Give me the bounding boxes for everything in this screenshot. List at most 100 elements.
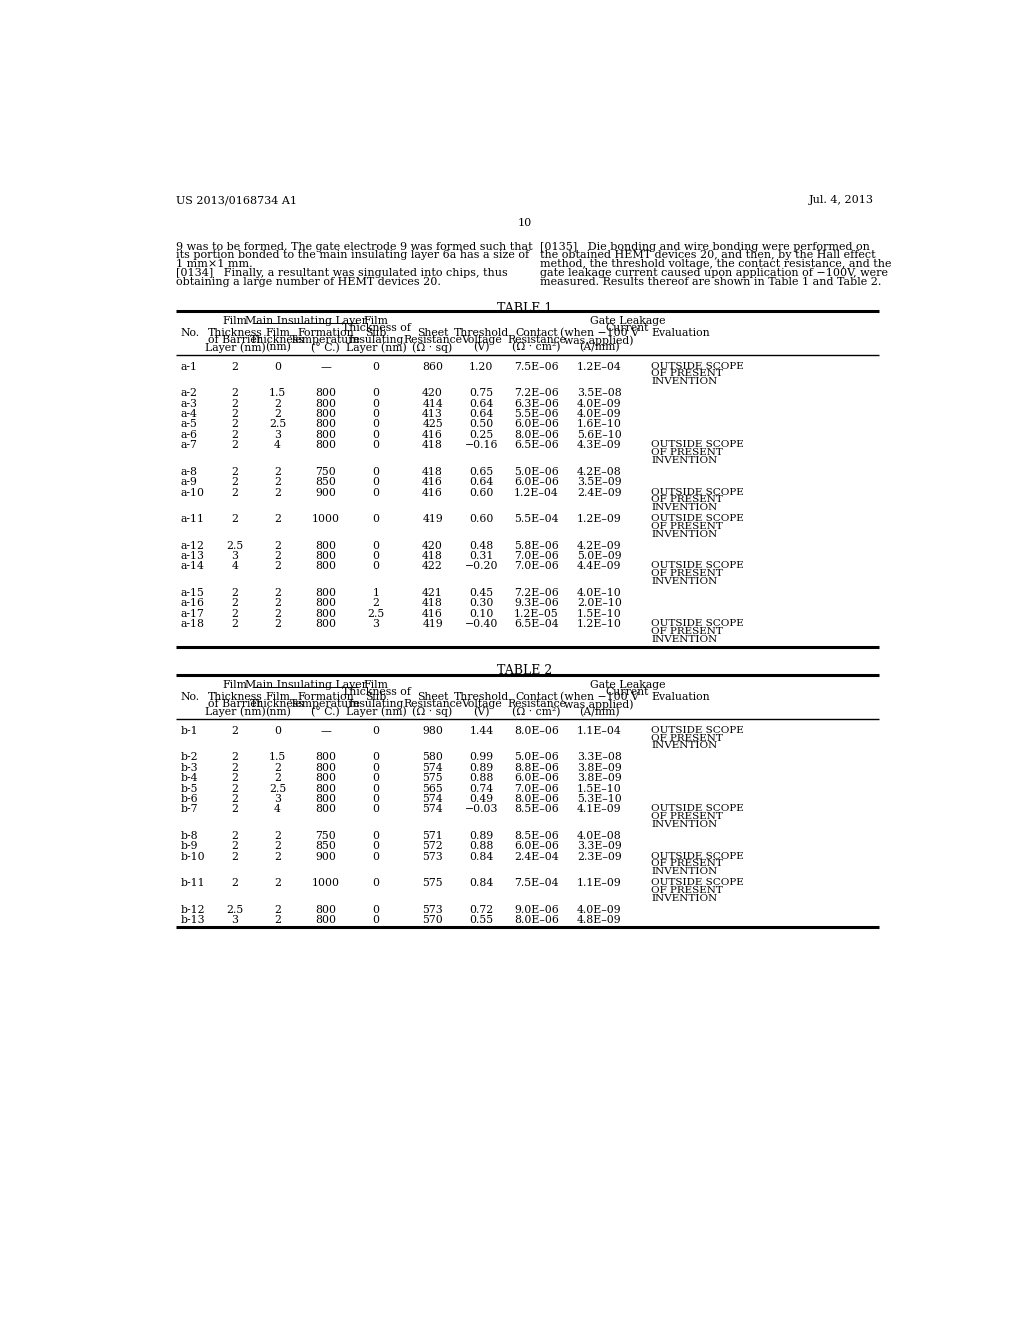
Text: 1 mm×1 mm.: 1 mm×1 mm. <box>176 259 253 269</box>
Text: a-4: a-4 <box>180 409 198 418</box>
Text: 2: 2 <box>231 784 239 793</box>
Text: 574: 574 <box>422 795 443 804</box>
Text: Resistance: Resistance <box>403 700 462 709</box>
Text: 0.84: 0.84 <box>469 851 494 862</box>
Text: 0.30: 0.30 <box>469 598 494 609</box>
Text: Evaluation: Evaluation <box>651 692 710 702</box>
Text: INVENTION: INVENTION <box>651 635 718 644</box>
Text: 575: 575 <box>422 878 443 888</box>
Text: 5.5E–06: 5.5E–06 <box>514 409 559 418</box>
Text: 6.0E–06: 6.0E–06 <box>514 478 559 487</box>
Text: 860: 860 <box>422 362 443 372</box>
Text: Resistance: Resistance <box>507 700 566 709</box>
Text: a-17: a-17 <box>180 609 205 619</box>
Text: OUTSIDE SCOPE: OUTSIDE SCOPE <box>651 726 743 735</box>
Text: (Ω · sq): (Ω · sq) <box>413 706 453 717</box>
Text: OF PRESENT: OF PRESENT <box>651 370 723 379</box>
Text: (° C.): (° C.) <box>311 706 340 717</box>
Text: 2.4E–04: 2.4E–04 <box>514 851 559 862</box>
Text: 573: 573 <box>422 906 443 915</box>
Text: Thickness: Thickness <box>250 335 305 345</box>
Text: a-18: a-18 <box>180 619 205 630</box>
Text: Thickness of: Thickness of <box>342 688 411 697</box>
Text: 0.99: 0.99 <box>469 752 494 763</box>
Text: 420: 420 <box>422 541 443 550</box>
Text: 0: 0 <box>373 763 380 772</box>
Text: 0: 0 <box>373 906 380 915</box>
Text: Voltage: Voltage <box>461 335 502 345</box>
Text: 2: 2 <box>231 598 239 609</box>
Text: 0.64: 0.64 <box>469 399 494 409</box>
Text: 4.3E–09: 4.3E–09 <box>577 441 622 450</box>
Text: 4.2E–08: 4.2E–08 <box>577 467 622 477</box>
Text: 2.4E–09: 2.4E–09 <box>577 487 622 498</box>
Text: 0: 0 <box>373 362 380 372</box>
Text: 7.0E–06: 7.0E–06 <box>514 784 559 793</box>
Text: 0.49: 0.49 <box>469 795 494 804</box>
Text: 0: 0 <box>373 478 380 487</box>
Text: 2: 2 <box>231 430 239 440</box>
Text: 416: 416 <box>422 478 443 487</box>
Text: 2: 2 <box>231 841 239 851</box>
Text: 7.2E–06: 7.2E–06 <box>514 388 559 399</box>
Text: 2: 2 <box>231 726 239 735</box>
Text: Film: Film <box>222 317 248 326</box>
Text: Temperature: Temperature <box>290 700 361 709</box>
Text: 0.88: 0.88 <box>469 774 494 783</box>
Text: (V): (V) <box>473 706 489 717</box>
Text: 0.64: 0.64 <box>469 478 494 487</box>
Text: 2: 2 <box>274 609 281 619</box>
Text: −0.40: −0.40 <box>465 619 498 630</box>
Text: 750: 750 <box>315 832 336 841</box>
Text: 3.3E–08: 3.3E–08 <box>577 752 622 763</box>
Text: 2: 2 <box>274 915 281 925</box>
Text: 5.0E–06: 5.0E–06 <box>514 752 559 763</box>
Text: 0.88: 0.88 <box>469 841 494 851</box>
Text: b-2: b-2 <box>180 752 199 763</box>
Text: 7.5E–06: 7.5E–06 <box>514 362 559 372</box>
Text: (A/mm): (A/mm) <box>579 706 620 717</box>
Text: 3.5E–09: 3.5E–09 <box>577 478 622 487</box>
Text: 5.5E–04: 5.5E–04 <box>514 515 559 524</box>
Text: 2: 2 <box>231 774 239 783</box>
Text: its portion bonded to the main insulating layer 6a has a size of: its portion bonded to the main insulatin… <box>176 251 529 260</box>
Text: Current: Current <box>606 323 649 333</box>
Text: 6.0E–06: 6.0E–06 <box>514 841 559 851</box>
Text: 4: 4 <box>274 441 281 450</box>
Text: 800: 800 <box>315 784 336 793</box>
Text: Thickness: Thickness <box>208 692 262 702</box>
Text: 1000: 1000 <box>311 515 340 524</box>
Text: 0: 0 <box>373 515 380 524</box>
Text: 4.0E–09: 4.0E–09 <box>577 409 622 418</box>
Text: OUTSIDE SCOPE: OUTSIDE SCOPE <box>651 851 743 861</box>
Text: 2: 2 <box>231 487 239 498</box>
Text: a-1: a-1 <box>180 362 198 372</box>
Text: Resistance: Resistance <box>403 335 462 345</box>
Text: 0: 0 <box>373 915 380 925</box>
Text: Voltage: Voltage <box>461 700 502 709</box>
Text: a-11: a-11 <box>180 515 205 524</box>
Text: 4.4E–09: 4.4E–09 <box>577 561 622 572</box>
Text: Main Insulating Layer: Main Insulating Layer <box>245 681 367 690</box>
Text: the obtained HEMT devices 20, and then, by the Hall effect: the obtained HEMT devices 20, and then, … <box>541 251 876 260</box>
Text: (A/mm): (A/mm) <box>579 342 620 352</box>
Text: 0: 0 <box>373 430 380 440</box>
Text: 3: 3 <box>231 552 239 561</box>
Text: 5.6E–10: 5.6E–10 <box>577 430 622 440</box>
Text: 8.5E–06: 8.5E–06 <box>514 804 559 814</box>
Text: 2: 2 <box>231 832 239 841</box>
Text: 418: 418 <box>422 441 443 450</box>
Text: 6.5E–06: 6.5E–06 <box>514 441 559 450</box>
Text: Insulating: Insulating <box>348 700 403 709</box>
Text: 2: 2 <box>231 619 239 630</box>
Text: 3: 3 <box>373 619 380 630</box>
Text: 8.8E–06: 8.8E–06 <box>514 763 559 772</box>
Text: 1: 1 <box>373 589 380 598</box>
Text: 800: 800 <box>315 906 336 915</box>
Text: INVENTION: INVENTION <box>651 503 718 512</box>
Text: 2: 2 <box>274 619 281 630</box>
Text: 2: 2 <box>274 552 281 561</box>
Text: 6.3E–06: 6.3E–06 <box>514 399 559 409</box>
Text: 800: 800 <box>315 552 336 561</box>
Text: 0: 0 <box>373 409 380 418</box>
